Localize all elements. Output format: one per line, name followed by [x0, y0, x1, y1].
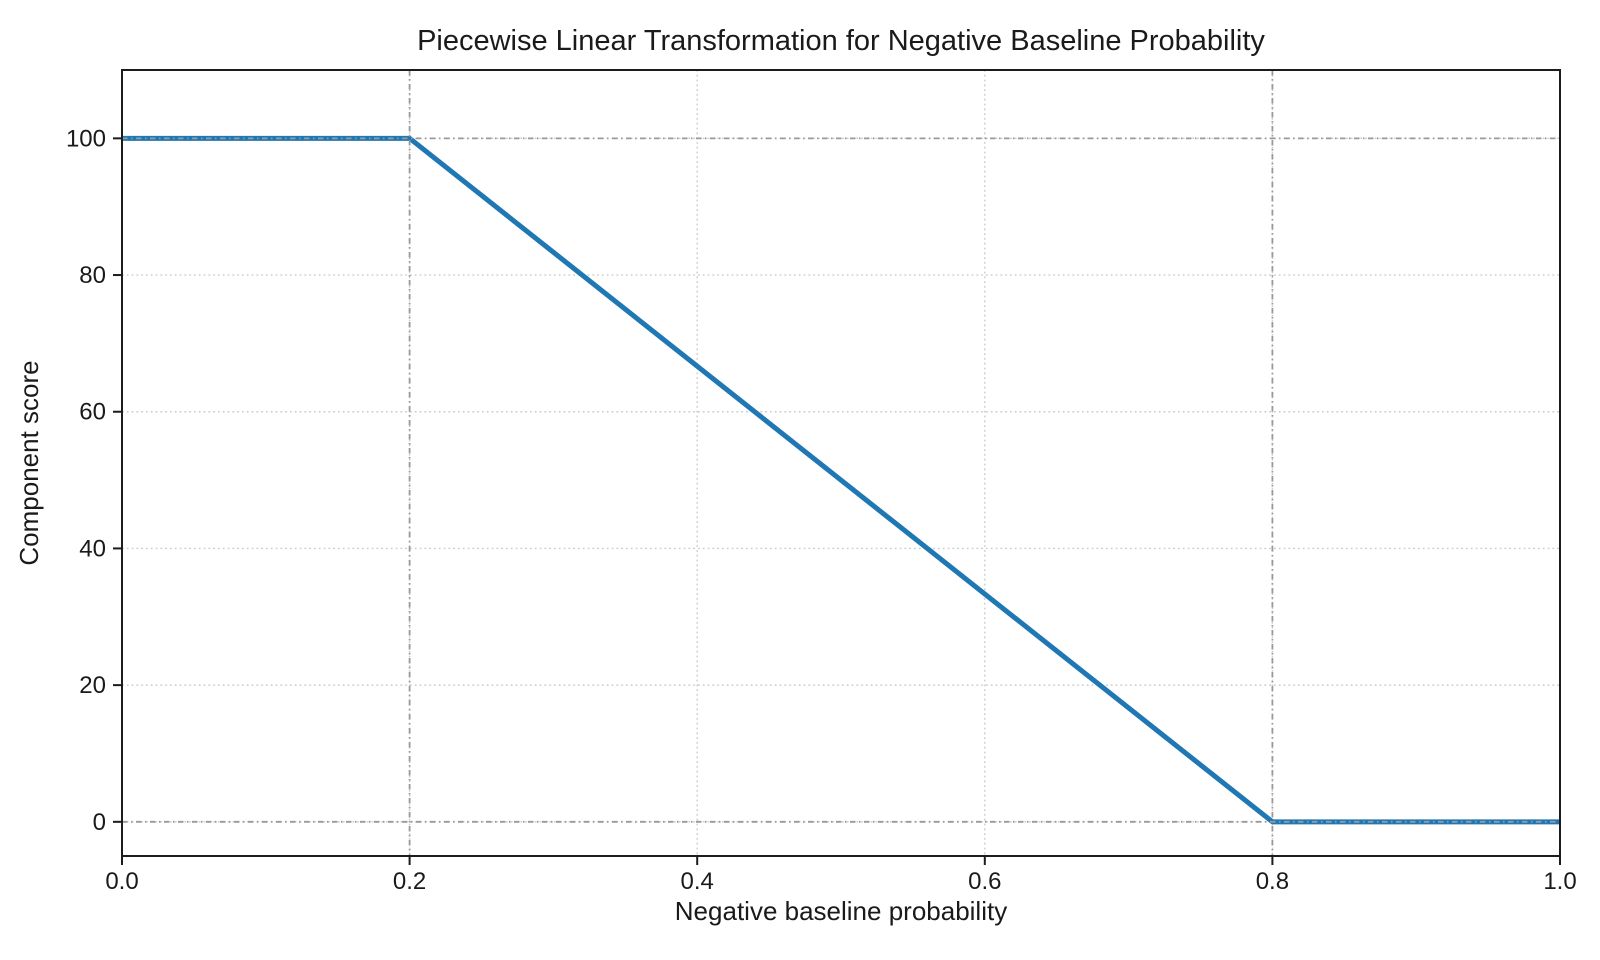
grid-layer: [122, 70, 1560, 856]
data-layer: [122, 135, 1560, 825]
y-tick-label: 20: [79, 672, 106, 699]
x-tick-label: 0.2: [393, 868, 426, 895]
chart-title: Piecewise Linear Transformation for Nega…: [417, 25, 1265, 57]
data-line-component-score: [122, 135, 1560, 825]
x-tick-label: 0.4: [681, 868, 714, 895]
y-tick-label: 0: [93, 809, 106, 836]
y-tick-label: 100: [66, 125, 106, 152]
y-tick-label: 80: [79, 262, 106, 289]
y-tick-label: 60: [79, 399, 106, 426]
x-axis-label: Negative baseline probability: [675, 896, 1007, 926]
y-axis-label: Component score: [14, 360, 44, 565]
y-tick-label: 40: [79, 535, 106, 562]
x-tick-label: 0.6: [968, 868, 1001, 895]
tick-layer: 0.0 0.2 0.4 0.6 0.8 1.0 0 20 40 60 80 100: [66, 125, 1577, 895]
x-tick-label: 1.0: [1543, 868, 1576, 895]
emphasis-layer: [122, 70, 1560, 856]
plot-spines: [121, 69, 1561, 857]
x-tick-label: 0.8: [1256, 868, 1289, 895]
x-tick-label: 0.0: [105, 868, 138, 895]
axes-layer: [121, 69, 1561, 857]
